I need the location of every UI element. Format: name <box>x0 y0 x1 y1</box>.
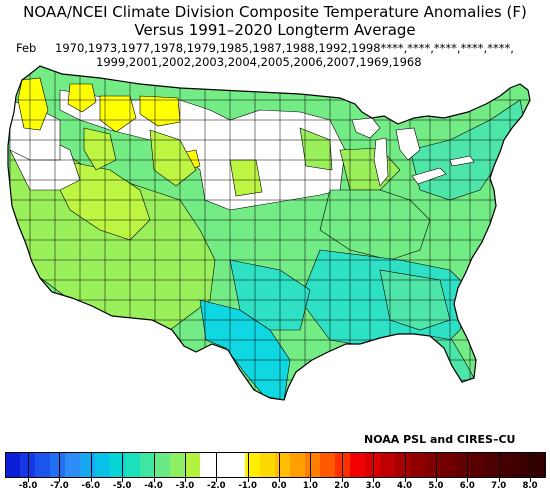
color-swatch <box>230 452 246 478</box>
color-scale-tick <box>404 452 406 482</box>
color-swatch <box>155 452 171 478</box>
color-swatch <box>50 452 66 478</box>
color-swatch <box>395 452 411 478</box>
color-scale-tick-label: 1.0 <box>302 481 318 491</box>
color-scale-tick <box>90 452 92 482</box>
us-outline <box>7 65 531 401</box>
us-climate-division-map <box>7 65 531 401</box>
color-scale-tick-label: 7.0 <box>491 481 507 491</box>
color-swatch <box>440 452 456 478</box>
color-scale-tick-label: 2.0 <box>334 481 350 491</box>
color-swatch <box>530 452 546 478</box>
color-swatch <box>275 452 291 478</box>
color-swatch <box>290 452 306 478</box>
color-swatch <box>470 452 486 478</box>
color-swatch <box>260 452 276 478</box>
color-swatch <box>110 452 126 478</box>
month-label: Feb <box>16 41 37 55</box>
color-scale-tick <box>373 452 375 482</box>
color-scale-tick <box>435 452 437 482</box>
color-swatch <box>245 452 261 478</box>
color-swatch <box>170 452 186 478</box>
color-swatch <box>95 452 111 478</box>
color-swatch <box>380 452 396 478</box>
color-scale-tick-label: 5.0 <box>428 481 444 491</box>
color-scale-tick-label: 8.0 <box>522 481 538 491</box>
color-scale-tick <box>122 452 124 482</box>
color-scale-tick <box>59 452 61 482</box>
color-scale-tick <box>498 452 500 482</box>
color-scale-tick-label: 3.0 <box>365 481 381 491</box>
color-swatch <box>65 452 81 478</box>
color-scale-tick <box>530 452 531 482</box>
color-scale-tick-label: -2.0 <box>206 481 226 491</box>
color-scale-tick <box>184 452 186 482</box>
color-scale-tick <box>310 452 312 482</box>
map-subtitle: Versus 1991–2020 Longterm Average <box>134 21 416 39</box>
color-swatch <box>320 452 336 478</box>
color-scale-tick <box>28 452 29 482</box>
color-swatch <box>335 452 351 478</box>
color-swatch <box>425 452 441 478</box>
map-title: NOAA/NCEI Climate Division Composite Tem… <box>23 3 527 21</box>
color-scale-tick-label: -6.0 <box>81 481 101 491</box>
color-swatch <box>35 452 51 478</box>
color-swatch <box>20 452 36 478</box>
color-scale-tick-label: -4.0 <box>144 481 163 491</box>
color-scale-tick <box>216 452 218 482</box>
color-swatch <box>305 452 321 478</box>
color-swatch <box>140 452 156 478</box>
color-scale-tick-label: 4.0 <box>396 481 413 491</box>
color-swatch <box>500 452 516 478</box>
color-scale-tick <box>467 452 469 482</box>
color-swatch <box>5 452 21 478</box>
color-swatch <box>485 452 501 478</box>
color-swatch <box>125 452 141 478</box>
color-swatch <box>200 452 216 478</box>
color-scale-tick <box>153 452 155 482</box>
color-swatch <box>215 452 231 478</box>
color-swatch <box>365 452 381 478</box>
color-scale-tick-label: 0.0 <box>271 481 287 491</box>
color-swatch <box>80 452 96 478</box>
color-swatch <box>410 452 426 478</box>
color-scale-tick <box>279 452 280 482</box>
years-list-line2: 1999,2001,2002,2003,2004,2005,2006,2007,… <box>96 55 422 69</box>
color-swatch <box>455 452 471 478</box>
color-swatch <box>350 452 366 478</box>
color-scale-tick-label: -5.0 <box>112 481 132 491</box>
color-swatch <box>185 452 201 478</box>
years-list-line1: 1970,1973,1977,1978,1979,1985,1987,1988,… <box>55 41 514 55</box>
color-scale-tick-label: -1.0 <box>238 481 257 491</box>
color-swatch <box>515 452 531 478</box>
color-scale-tick <box>341 452 343 482</box>
color-scale-tick-label: -7.0 <box>50 481 69 491</box>
color-scale-tick <box>247 452 249 482</box>
color-scale-tick-label: 6.0 <box>459 481 475 491</box>
color-scale-tick-label: -3.0 <box>175 481 195 491</box>
color-scale-tick-label: -8.0 <box>18 481 38 491</box>
credit-label: NOAA PSL and CIRES–CU <box>364 433 516 446</box>
color-scale-bar <box>5 452 546 482</box>
